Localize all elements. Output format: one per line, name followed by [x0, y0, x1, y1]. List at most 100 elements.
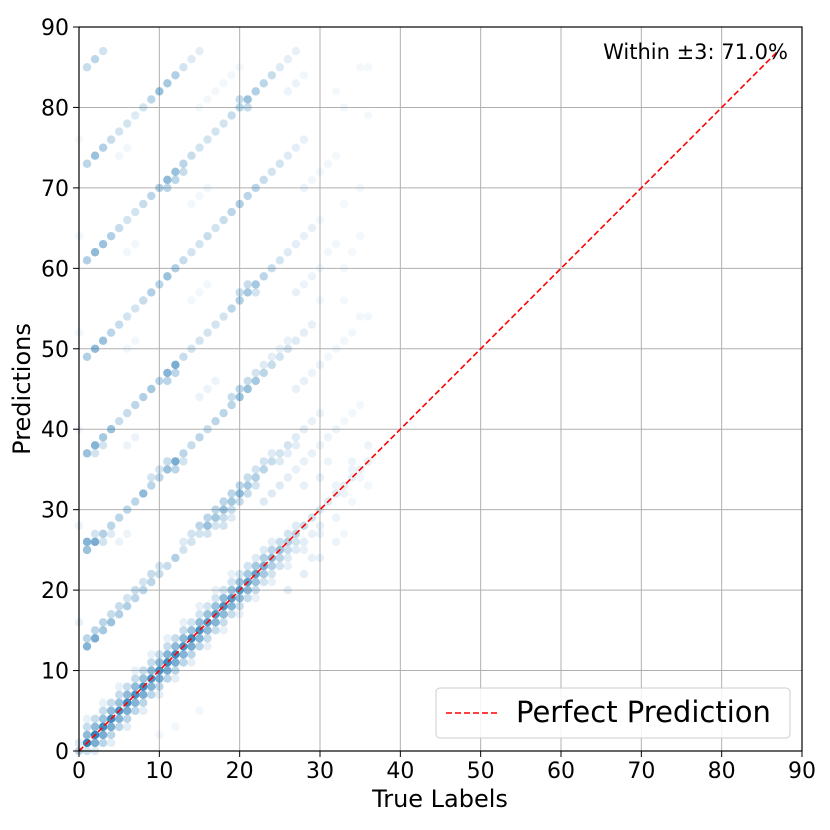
data-point [251, 368, 260, 378]
data-point [211, 585, 220, 595]
legend-label: Perfect Prediction [516, 695, 771, 729]
data-point [291, 288, 301, 297]
data-point [219, 626, 228, 635]
data-point [307, 529, 317, 538]
data-point [259, 79, 268, 88]
data-point [147, 191, 156, 201]
x-tick-label: 20 [226, 759, 254, 784]
data-point [147, 690, 156, 699]
data-point [323, 248, 333, 257]
data-point [315, 264, 325, 273]
data-point [187, 658, 196, 667]
data-point [123, 505, 132, 514]
data-point [195, 240, 204, 249]
legend-box [435, 687, 791, 739]
data-point [163, 376, 172, 386]
x-axis-ticks: 0 10 20 30 40 50 60 70 80 90 [72, 751, 816, 784]
data-point [243, 191, 252, 201]
data-point [275, 553, 285, 563]
data-point [114, 690, 124, 699]
data-point [179, 256, 188, 265]
data-point [235, 103, 244, 112]
data-point [187, 199, 196, 209]
data-point [219, 497, 228, 506]
data-point [347, 408, 357, 418]
data-point [98, 706, 108, 715]
data-point [90, 248, 100, 257]
data-point [163, 650, 172, 659]
data-point [267, 545, 276, 555]
data-point [267, 537, 276, 547]
data-point [123, 408, 132, 418]
data-point [291, 79, 301, 88]
data-point [139, 674, 148, 683]
y-tick-label: 60 [41, 257, 69, 282]
data-point [98, 714, 108, 724]
data-point [187, 650, 196, 659]
data-point [219, 618, 228, 627]
data-point [187, 537, 196, 547]
data-point [131, 674, 140, 683]
data-point [98, 46, 108, 56]
data-point [90, 722, 100, 732]
data-point [195, 602, 204, 611]
data-point [163, 561, 172, 571]
data-point [339, 336, 349, 345]
data-point [339, 529, 349, 538]
data-point [195, 634, 204, 643]
data-point [106, 529, 116, 538]
data-point [147, 650, 156, 659]
data-point [163, 368, 172, 378]
data-point [187, 529, 196, 538]
data-point [267, 561, 276, 571]
data-point [307, 223, 317, 233]
data-point [364, 312, 373, 321]
data-point [235, 497, 244, 506]
data-point [364, 111, 373, 120]
data-point [235, 489, 244, 498]
data-point [211, 416, 220, 426]
data-point [195, 706, 204, 715]
data-point [131, 336, 140, 345]
data-point [259, 497, 268, 506]
data-point [155, 473, 164, 482]
data-point [171, 634, 180, 643]
data-point [315, 296, 325, 305]
data-point [267, 167, 276, 176]
x-tick-label: 50 [467, 759, 495, 784]
data-point [114, 223, 124, 233]
data-point [155, 183, 164, 193]
y-tick-label: 90 [41, 16, 69, 41]
data-point [219, 593, 228, 603]
data-point [291, 537, 301, 547]
data-point [123, 602, 132, 611]
data-point [203, 328, 212, 337]
data-point [82, 642, 92, 651]
data-point [275, 256, 285, 265]
data-point [267, 457, 276, 466]
data-point [155, 682, 164, 691]
data-point [243, 593, 252, 603]
data-point [106, 521, 116, 530]
data-point [243, 481, 252, 490]
data-point [347, 328, 357, 337]
data-point [211, 593, 220, 603]
data-point [179, 545, 188, 555]
data-point [98, 441, 108, 450]
data-point [179, 352, 188, 362]
data-point [147, 682, 156, 691]
data-point [339, 103, 349, 112]
data-point [131, 593, 140, 603]
data-point [315, 408, 325, 418]
y-axis-ticks: 0 10 20 30 40 50 60 70 80 90 [41, 16, 79, 765]
data-point [235, 577, 244, 587]
data-point [155, 730, 164, 740]
data-point [219, 505, 228, 514]
data-point [139, 296, 148, 305]
data-point [123, 248, 132, 257]
data-point [283, 441, 293, 450]
plot-frame [78, 26, 803, 752]
data-point [195, 529, 204, 538]
data-point [139, 666, 148, 675]
